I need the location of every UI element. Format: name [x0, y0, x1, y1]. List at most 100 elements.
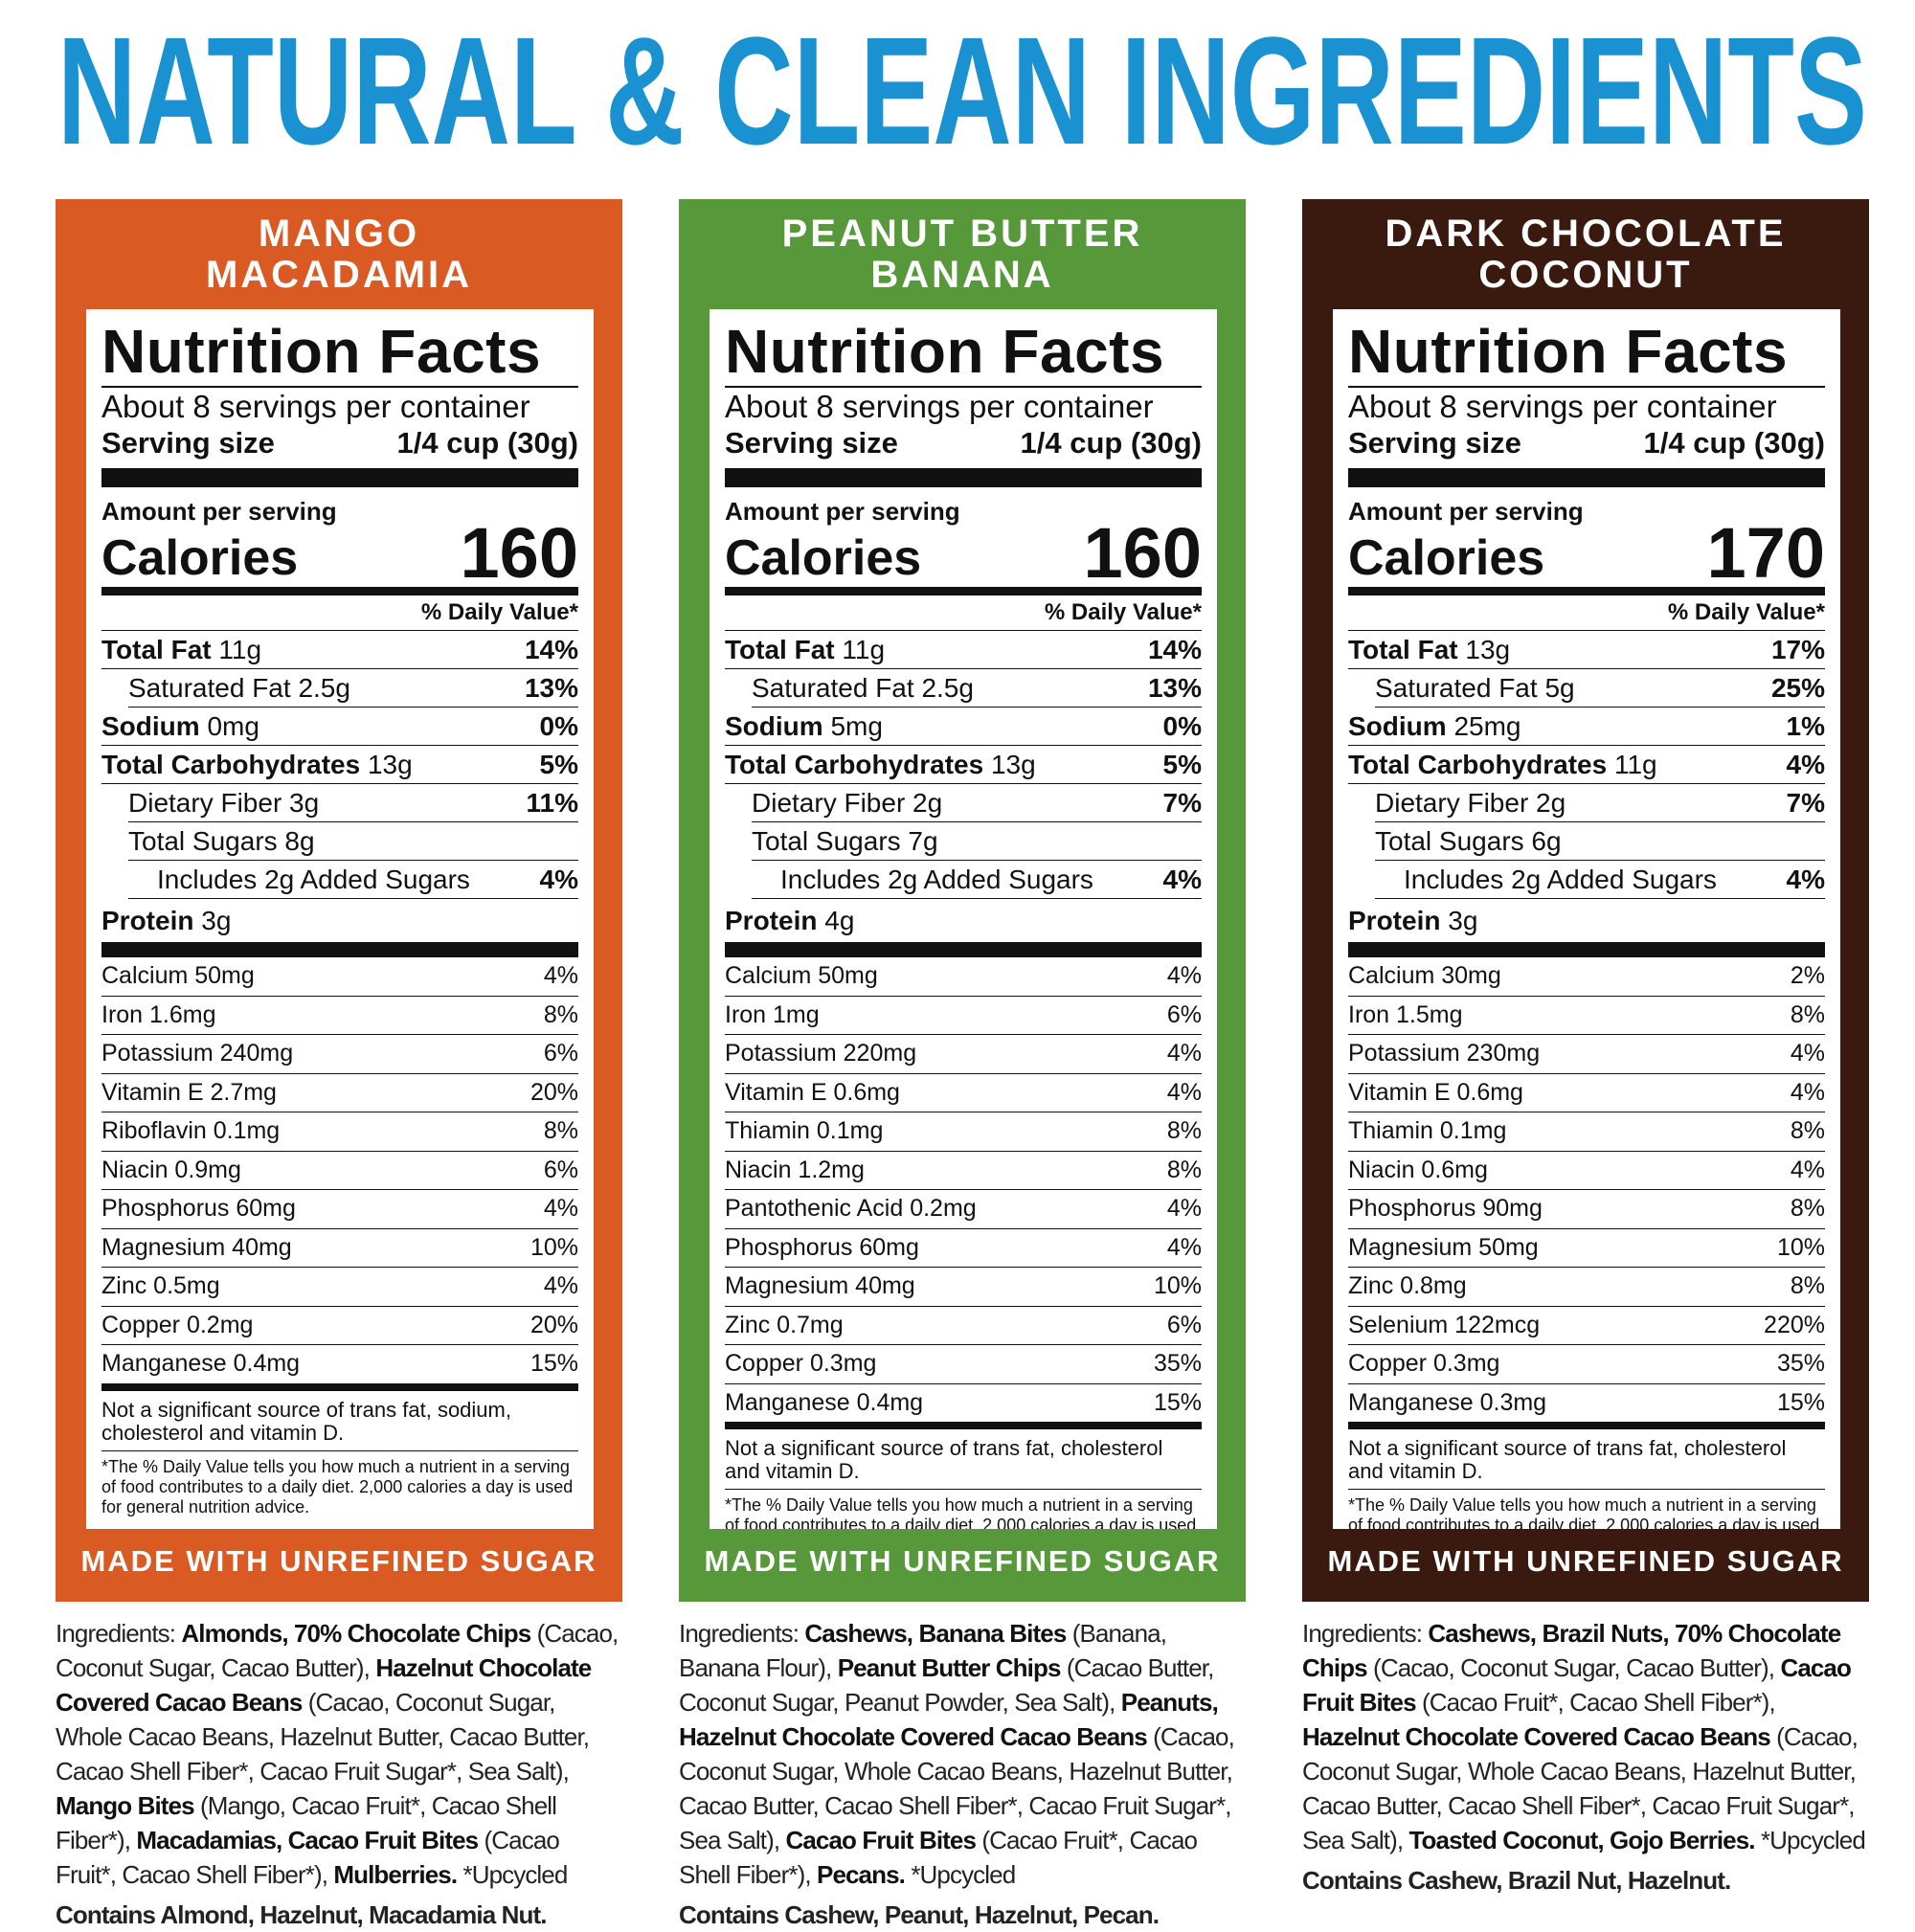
- nutrient-name: Dietary Fiber 3g: [128, 788, 319, 819]
- vitamin-row: Phosphorus 90mg 8%: [1348, 1190, 1825, 1229]
- ingredient-segment: *Upcycled: [905, 1860, 1016, 1889]
- vitamin-row: Potassium 240mg 6%: [101, 1035, 578, 1074]
- product-name-line: DARK CHOCOLATE: [1385, 212, 1787, 255]
- nutrient-row: Sodium 25mg 1%: [1348, 708, 1825, 746]
- nutrient-name: Total Sugars 8g: [128, 826, 315, 857]
- nutrient-amount: 11g: [1613, 749, 1657, 779]
- banner: MADE WITH UNREFINED SUGAR: [80, 1544, 597, 1578]
- allergens: Contains Cashew, Peanut, Hazelnut, Pecan…: [679, 1900, 1160, 1929]
- ingredient-segment: *Upcycled: [457, 1860, 568, 1889]
- allergens: Contains Almond, Hazelnut, Macadamia Nut…: [56, 1900, 547, 1929]
- serving-size-value: 1/4 cup (30g): [1020, 426, 1203, 460]
- ingredient-segment: Ingredients:: [679, 1619, 805, 1648]
- nutrient-row: Total Carbohydrates 13g 5%: [101, 746, 578, 784]
- vitamin-name: Calcium 30mg: [1348, 962, 1501, 990]
- nutrient-label: Includes 2g Added Sugars: [157, 864, 470, 894]
- vitamin-row: Calcium 50mg 4%: [725, 957, 1202, 997]
- nutrient-name: Sodium 0mg: [101, 711, 259, 742]
- calories-value: 170: [1706, 513, 1825, 593]
- dv-header: % Daily Value*: [1348, 595, 1825, 631]
- vitamin-row: Manganese 0.4mg 15%: [725, 1384, 1202, 1429]
- vitamin-row: Copper 0.3mg 35%: [1348, 1345, 1825, 1384]
- nutrient-label: Total Fat: [101, 634, 212, 664]
- vitamin-dv: 4%: [1790, 1156, 1825, 1183]
- amount-label: Amount per serving: [725, 497, 960, 526]
- nutrient-dv: 4%: [539, 864, 578, 894]
- nutrient-row: Protein 3g: [1348, 899, 1825, 957]
- serving-size-label: Serving size: [101, 426, 275, 460]
- nutrient-amount: 8g: [284, 825, 315, 856]
- vitamin-name: Phosphorus 90mg: [1348, 1195, 1543, 1223]
- ingredient-segment: (Cacao Fruit*, Cacao Shell Fiber*),: [56, 1826, 560, 1889]
- calories: Calories 160: [725, 518, 1202, 595]
- nutrient-label: Total Carbohydrates: [101, 749, 361, 779]
- vitamin-dv: 4%: [1790, 1078, 1825, 1106]
- nutrient-name: Total Fat 13g: [1348, 635, 1510, 665]
- vitamin-name: Magnesium 40mg: [725, 1272, 915, 1300]
- vitamin-dv: 10%: [529, 1233, 578, 1261]
- nutrient-label: Dietary Fiber: [752, 787, 906, 818]
- vitamin-dv: 15%: [1776, 1388, 1825, 1416]
- ingredient-segment: Pecans.: [817, 1860, 906, 1889]
- ingredients: Ingredients: Cashews, Banana Bites (Bana…: [679, 1616, 1246, 1932]
- vitamin-dv: 6%: [543, 1040, 578, 1067]
- nutrient-amount: 2.5g: [921, 672, 974, 703]
- vitamin-row: Zinc 0.7mg 6%: [725, 1307, 1202, 1345]
- nutrient-name: Total Carbohydrates 13g: [725, 750, 1036, 780]
- vitamin-dv: 10%: [1776, 1233, 1825, 1261]
- vitamin-dv: 6%: [543, 1156, 578, 1183]
- nutrient-amount: 3g: [289, 787, 320, 818]
- nutrient-name: Includes 2g Added Sugars: [128, 865, 470, 895]
- ingredients: Ingredients: Cashews, Brazil Nuts, 70% C…: [1302, 1616, 1869, 1898]
- product-name: PEANUT BUTTER BANANA: [679, 199, 1246, 309]
- vitamin-dv: 8%: [1790, 1272, 1825, 1300]
- vitamin-name: Iron 1mg: [725, 1000, 820, 1028]
- vitamin-row: Selenium 122mcg 220%: [1348, 1307, 1825, 1345]
- vitamin-name: Thiamin 0.1mg: [1348, 1117, 1507, 1145]
- ingredient-segment: Toasted Coconut, Gojo Berries.: [1408, 1826, 1756, 1854]
- nutrient-name: Sodium 5mg: [725, 711, 883, 742]
- vitamin-row: Calcium 50mg 4%: [101, 957, 578, 997]
- vitamin-name: Niacin 0.9mg: [101, 1156, 241, 1183]
- nutrient-amount: 5mg: [830, 710, 883, 741]
- nutrient-name: Saturated Fat 2.5g: [752, 673, 974, 704]
- nutrient-dv: 13%: [1147, 672, 1202, 703]
- vitamin-row: Phosphorus 60mg 4%: [725, 1229, 1202, 1268]
- vitamin-dv: 20%: [529, 1078, 578, 1106]
- nutrient-name: Dietary Fiber 2g: [1375, 788, 1566, 819]
- nutrient-label: Sodium: [1348, 710, 1447, 741]
- vitamin-name: Phosphorus 60mg: [101, 1195, 296, 1223]
- nutrient-label: Dietary Fiber: [128, 787, 282, 818]
- vitamin-row: Vitamin E 2.7mg 20%: [101, 1074, 578, 1112]
- dv-note: *The % Daily Value tells you how much a …: [725, 1495, 1197, 1529]
- nutrient-name: Total Sugars 7g: [752, 826, 938, 857]
- nutrient-label: Total Fat: [725, 634, 835, 664]
- nutrient-amount: 13g: [367, 749, 413, 779]
- vitamin-dv: 8%: [1166, 1156, 1202, 1183]
- vitamin-dv: 4%: [1166, 1195, 1202, 1223]
- vitamin-dv: 6%: [1166, 1000, 1202, 1028]
- nutrient-label: Total Sugars: [128, 825, 278, 856]
- vitamin-name: Copper 0.3mg: [725, 1350, 877, 1378]
- nutrient-amount: 25mg: [1453, 710, 1521, 741]
- vitamin-name: Zinc 0.7mg: [725, 1311, 844, 1338]
- nutrient-row: Total Sugars 6g: [1375, 822, 1825, 861]
- serving-size-value: 1/4 cup (30g): [396, 426, 579, 460]
- vitamin-row: Thiamin 0.1mg 8%: [1348, 1112, 1825, 1152]
- nutrient-name: Total Sugars 6g: [1375, 826, 1562, 857]
- ingredient-segment: (Cacao Butter, Coconut Sugar, Peanut Pow…: [679, 1653, 1214, 1717]
- banner: MADE WITH UNREFINED SUGAR: [1327, 1544, 1844, 1578]
- ingredient-segment: Mango Bites: [56, 1791, 195, 1820]
- nutrient-amount: 13g: [1465, 634, 1511, 664]
- label-heading: Nutrition Facts: [101, 317, 578, 388]
- nutrient-amount: 2g: [1536, 787, 1566, 818]
- nutrition-label: Nutrition Facts About 8 servings per cont…: [710, 309, 1217, 1529]
- vitamin-name: Iron 1.5mg: [1348, 1000, 1463, 1028]
- vitamin-row: Iron 1.6mg 8%: [101, 997, 578, 1035]
- vitamin-row: Thiamin 0.1mg 8%: [725, 1112, 1202, 1152]
- product-panel: PEANUT BUTTER BANANA Nutrition Facts About …: [679, 199, 1246, 1602]
- ingredient-segment: Cashews, Banana Bites: [804, 1619, 1067, 1648]
- nutrient-row: Protein 3g: [101, 899, 578, 957]
- nutrient-dv: 5%: [539, 749, 578, 779]
- calories-label: Calories: [725, 530, 922, 586]
